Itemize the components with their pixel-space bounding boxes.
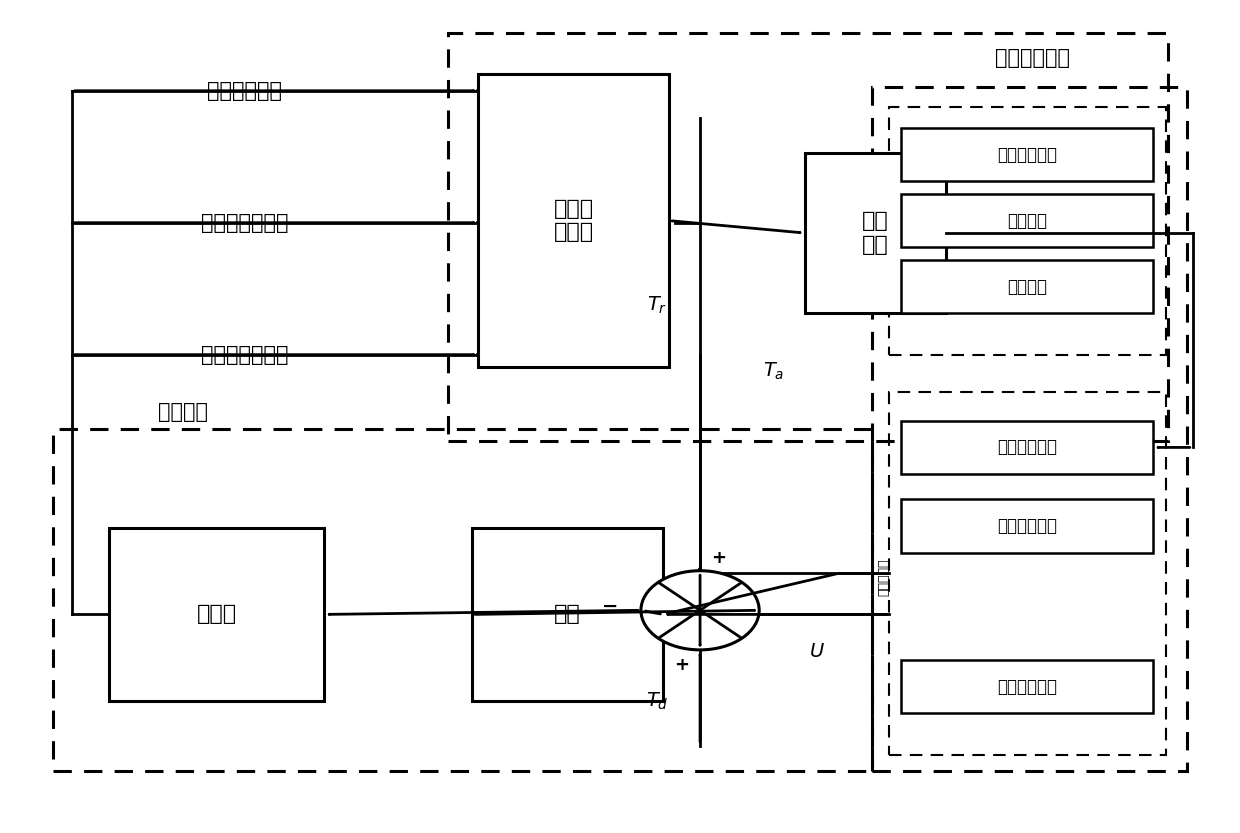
Text: 电机摩擦补偿: 电机摩擦补偿 — [997, 677, 1056, 696]
Text: 控制模块: 控制模块 — [157, 402, 208, 422]
Text: $T_r$: $T_r$ — [647, 295, 667, 316]
FancyBboxPatch shape — [109, 528, 325, 701]
Text: 转向系: 转向系 — [197, 605, 237, 625]
FancyBboxPatch shape — [805, 152, 946, 313]
FancyBboxPatch shape — [900, 260, 1153, 313]
Text: 转向模
式判断: 转向模 式判断 — [554, 199, 594, 242]
Text: 基本助力控制: 基本助力控制 — [997, 146, 1056, 163]
Text: 回正控制: 回正控制 — [1007, 212, 1047, 230]
Circle shape — [641, 571, 759, 650]
Text: 电机阻尼补偿: 电机阻尼补偿 — [997, 516, 1056, 535]
Text: +: + — [675, 656, 689, 674]
Text: 电机: 电机 — [554, 605, 582, 625]
Text: 叠加控制器: 叠加控制器 — [877, 559, 890, 596]
Text: 阻尼控制: 阻尼控制 — [1007, 277, 1047, 296]
Text: $T_d$: $T_d$ — [646, 691, 668, 711]
Text: 模式判断模块: 模式判断模块 — [996, 47, 1070, 67]
FancyBboxPatch shape — [479, 74, 670, 367]
Text: 转矩传感器信号: 转矩传感器信号 — [201, 212, 288, 232]
Text: 切换
开关: 切换 开关 — [862, 212, 889, 255]
FancyBboxPatch shape — [472, 528, 663, 701]
FancyBboxPatch shape — [900, 421, 1153, 474]
FancyBboxPatch shape — [900, 499, 1153, 552]
FancyBboxPatch shape — [900, 660, 1153, 713]
FancyBboxPatch shape — [900, 194, 1153, 247]
Text: 电机惯性补偿: 电机惯性补偿 — [997, 438, 1056, 456]
Text: $U$: $U$ — [810, 642, 825, 661]
Text: $T_a$: $T_a$ — [764, 361, 785, 382]
Text: 车辆状态信号: 车辆状态信号 — [207, 81, 281, 101]
Text: +: + — [711, 549, 727, 567]
Text: −: − — [601, 596, 619, 616]
Text: 转向盘转角信号: 转向盘转角信号 — [201, 345, 288, 365]
FancyBboxPatch shape — [900, 128, 1153, 182]
